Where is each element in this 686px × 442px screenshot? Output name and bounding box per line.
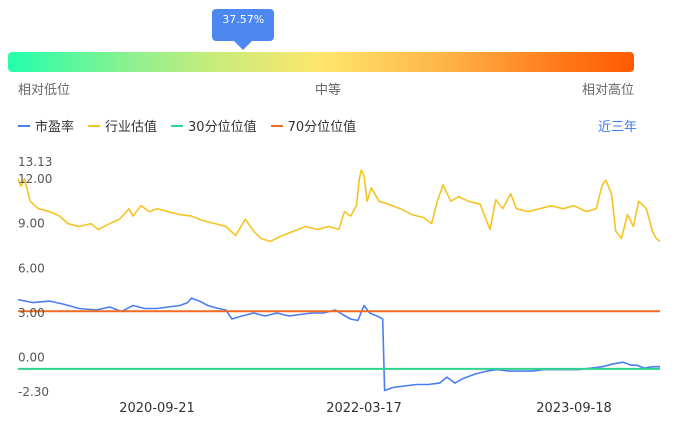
y-tick-label: 9.00 — [18, 217, 45, 231]
legend-label-pe: 市盈率 — [35, 120, 75, 135]
gauge-high-label: 相对高位 — [582, 83, 635, 98]
y-tick-label: -2.30 — [18, 385, 49, 399]
legend-label-industry: 行业估值 — [105, 120, 158, 135]
legend-label-p30: 30分位位值 — [188, 120, 257, 135]
time-range-selector[interactable]: 近三年 — [598, 120, 638, 135]
legend-item-p30[interactable]: 30分位位值 — [171, 116, 257, 135]
legend-swatch-pe — [18, 124, 30, 127]
legend-swatch-p30 — [171, 124, 184, 127]
gauge-low-label: 相对低位 — [18, 83, 71, 98]
legend-item-pe[interactable]: 市盈率 — [18, 116, 74, 135]
percentile-tooltip-arrow — [234, 41, 253, 50]
legend-swatch-industry — [88, 124, 101, 127]
chart-legend: 市盈率 行业估值 30分位位值 70分位位值 — [18, 116, 356, 135]
y-tick-label: 13.13 — [18, 155, 52, 169]
legend-item-p70[interactable]: 70分位位值 — [270, 116, 357, 135]
legend-label-p70: 70分位位值 — [287, 120, 357, 135]
y-tick-label: 12.00 — [18, 172, 52, 186]
x-tick-label: 2020-09-21 — [119, 401, 195, 416]
x-tick-label: 2022-03-17 — [326, 401, 402, 416]
gauge-mid-label: 中等 — [315, 83, 342, 98]
x-tick-label: 2023-09-18 — [536, 401, 612, 416]
percentile-tooltip-text: 37.57% — [222, 13, 265, 26]
percentile-tooltip: 37.57% — [212, 9, 275, 41]
y-tick-label: 0.00 — [18, 351, 45, 365]
y-tick-label: 6.00 — [18, 261, 45, 275]
series-line-1 — [17, 169, 661, 243]
valuation-gauge-bar — [8, 52, 634, 72]
legend-item-industry[interactable]: 行业估值 — [88, 116, 157, 135]
legend-swatch-p70 — [270, 124, 283, 127]
y-tick-label: 3.00 — [18, 306, 45, 320]
